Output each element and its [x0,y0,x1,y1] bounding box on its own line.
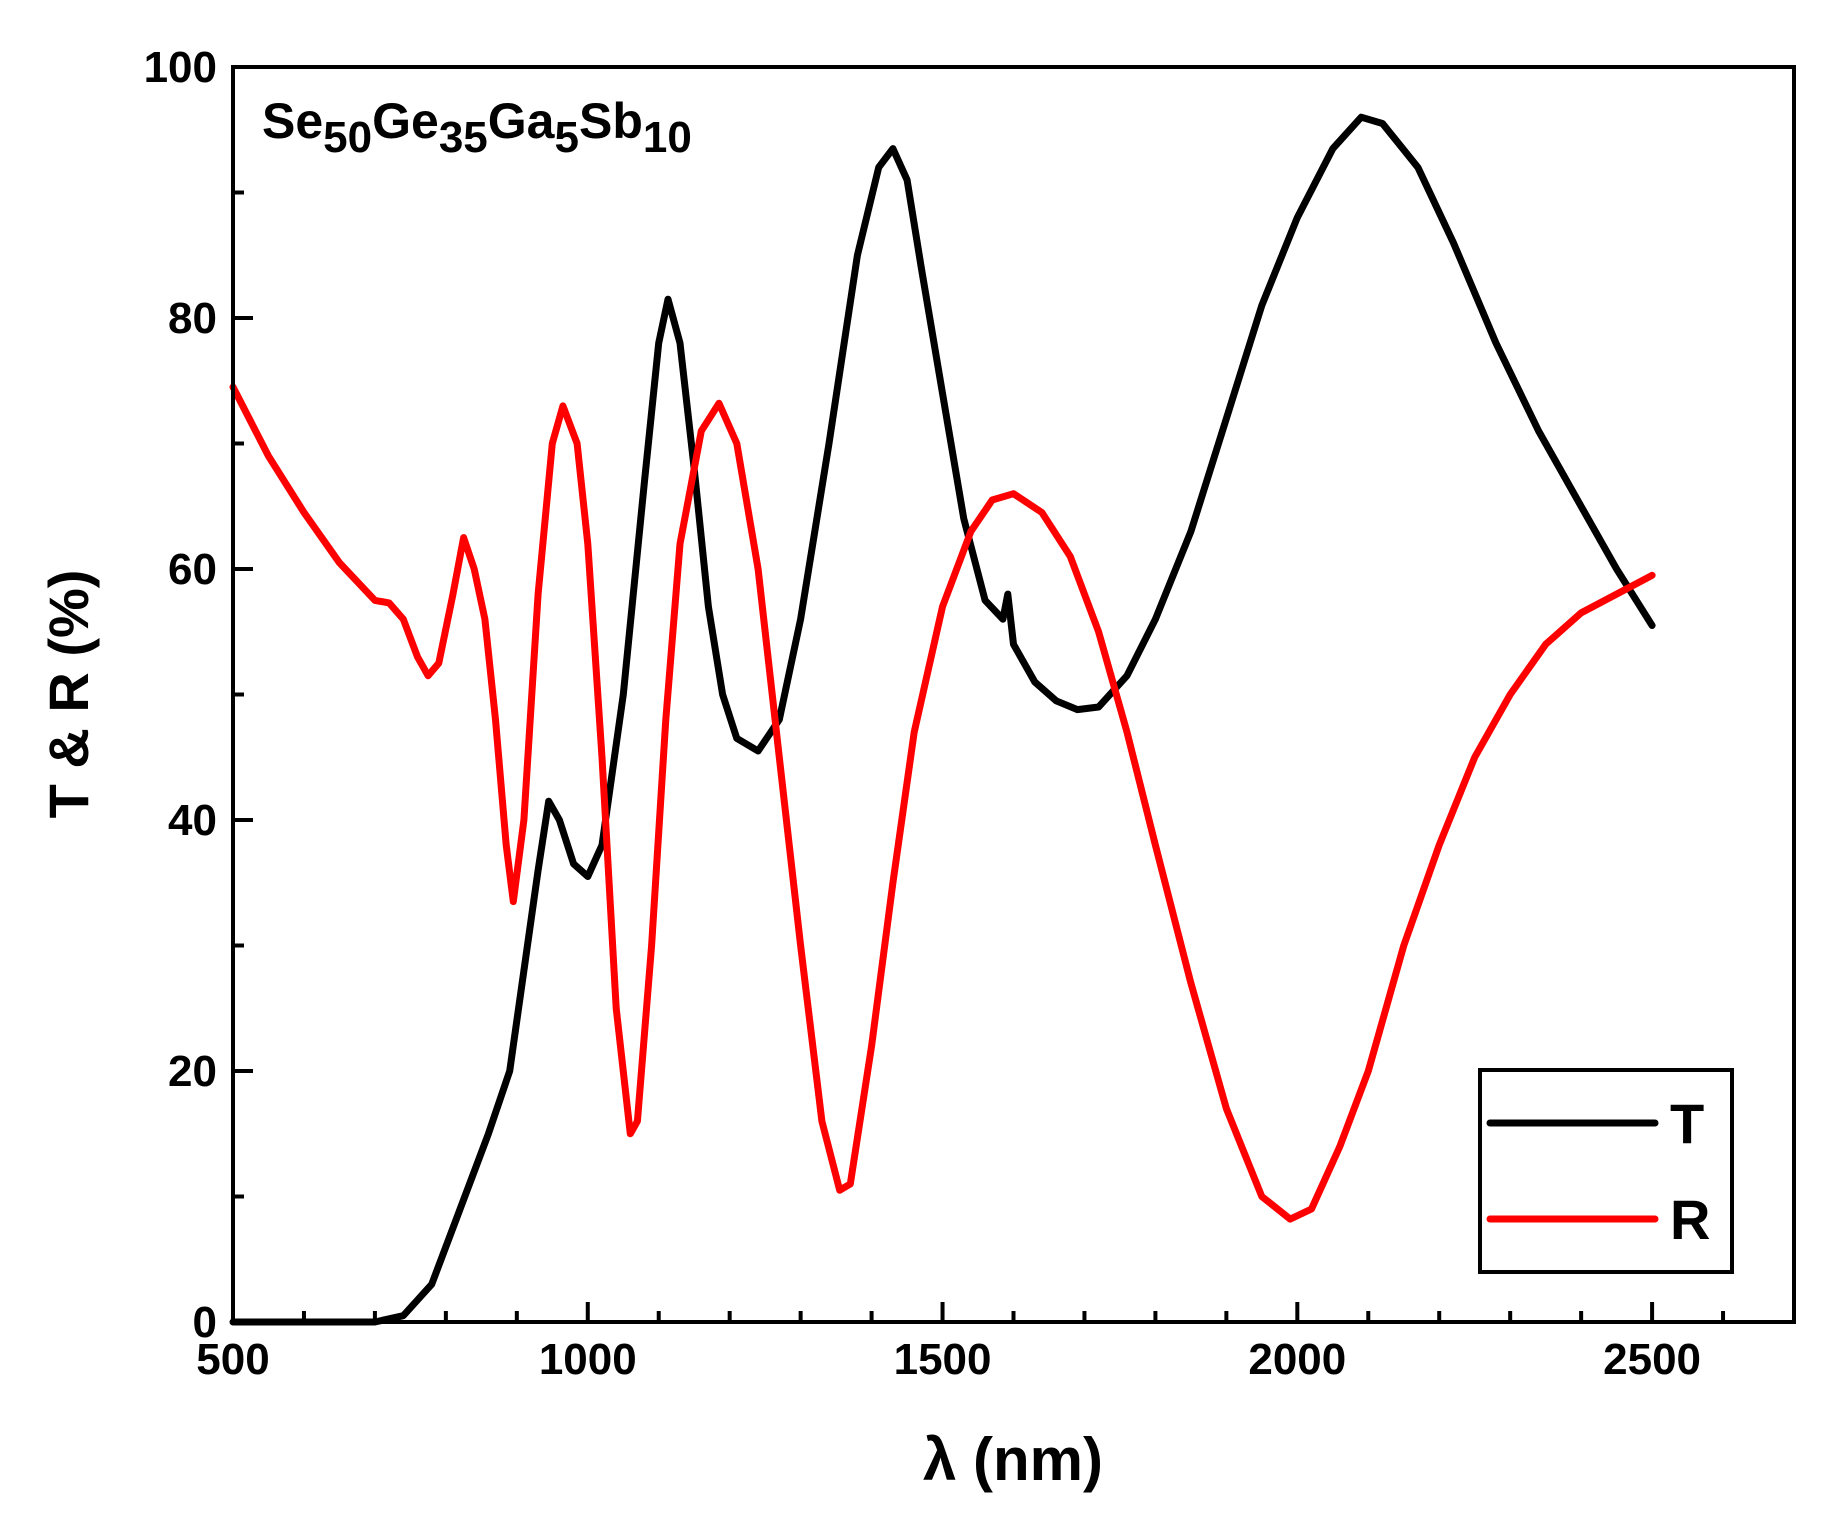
y-tick-label: 80 [168,294,217,343]
series-line [229,113,1656,1326]
plot-frame [231,65,1796,1324]
x-axis-label: λ (nm) [923,1426,1103,1493]
y-tick-label: 60 [168,545,217,594]
series-line [229,383,1656,1223]
x-tick-label: 1500 [894,1335,992,1384]
legend-box [1478,1068,1734,1274]
y-tick-label: 40 [168,796,217,845]
x-tick-label: 2000 [1248,1335,1346,1384]
legend-label: T [1670,1092,1704,1155]
x-tick-label: 1000 [539,1335,637,1384]
x-tick-label: 500 [196,1335,269,1384]
x-tick-label: 2500 [1603,1335,1701,1384]
annotation: Se50Ge35Ga5Sb10 [262,93,692,162]
y-tick-label: 20 [168,1047,217,1096]
y-tick-label: 100 [144,43,217,92]
legend-label: R [1670,1188,1710,1251]
y-axis-label: T & R (%) [37,570,100,819]
y-tick-label: 0 [193,1298,217,1347]
